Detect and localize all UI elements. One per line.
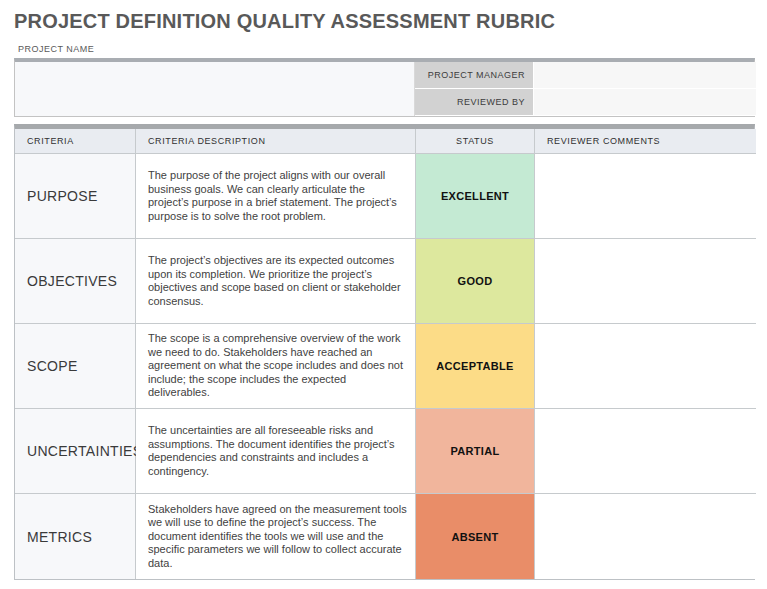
rubric-table: CRITERIA CRITERIA DESCRIPTION STATUS REV…: [14, 124, 755, 580]
comment-cell-uncertainties[interactable]: [535, 409, 756, 494]
project-name-input[interactable]: [15, 62, 415, 116]
column-header-criteria: CRITERIA: [15, 129, 136, 154]
status-cell-uncertainties[interactable]: PARTIAL: [416, 409, 535, 494]
description-cell-objectives: The project’s objectives are its expecte…: [136, 239, 416, 324]
status-cell-objectives[interactable]: GOOD: [416, 239, 535, 324]
criteria-cell-metrics: METRICS: [15, 494, 136, 579]
comment-cell-metrics[interactable]: [535, 494, 756, 579]
description-cell-scope: The scope is a comprehensive overview of…: [136, 324, 416, 409]
comment-cell-purpose[interactable]: [535, 154, 756, 239]
criteria-cell-scope: SCOPE: [15, 324, 136, 409]
status-cell-scope[interactable]: ACCEPTABLE: [416, 324, 535, 409]
column-header-status: STATUS: [416, 129, 535, 154]
description-cell-uncertainties: The uncertainties are all foreseeable ri…: [136, 409, 416, 494]
project-manager-input[interactable]: [534, 62, 756, 89]
comment-cell-objectives[interactable]: [535, 239, 756, 324]
rubric-page: PROJECT DEFINITION QUALITY ASSESSMENT RU…: [0, 0, 767, 580]
page-title: PROJECT DEFINITION QUALITY ASSESSMENT RU…: [14, 10, 755, 32]
description-cell-purpose: The purpose of the project aligns with o…: [136, 154, 416, 239]
project-name-label: PROJECT NAME: [18, 44, 755, 54]
criteria-cell-objectives: OBJECTIVES: [15, 239, 136, 324]
status-cell-metrics[interactable]: ABSENT: [416, 494, 535, 579]
column-header-comments: REVIEWER COMMENTS: [535, 129, 756, 154]
status-cell-purpose[interactable]: EXCELLENT: [416, 154, 535, 239]
column-header-description: CRITERIA DESCRIPTION: [136, 129, 416, 154]
description-cell-metrics: Stakeholders have agreed on the measurem…: [136, 494, 416, 579]
reviewed-by-input[interactable]: [534, 89, 756, 116]
reviewed-by-label: REVIEWED BY: [415, 89, 534, 116]
criteria-cell-purpose: PURPOSE: [15, 154, 136, 239]
project-manager-label: PROJECT MANAGER: [415, 62, 534, 89]
criteria-cell-uncertainties: UNCERTAINTIES: [15, 409, 136, 494]
comment-cell-scope[interactable]: [535, 324, 756, 409]
project-info-box: PROJECT MANAGER REVIEWED BY: [14, 58, 755, 117]
